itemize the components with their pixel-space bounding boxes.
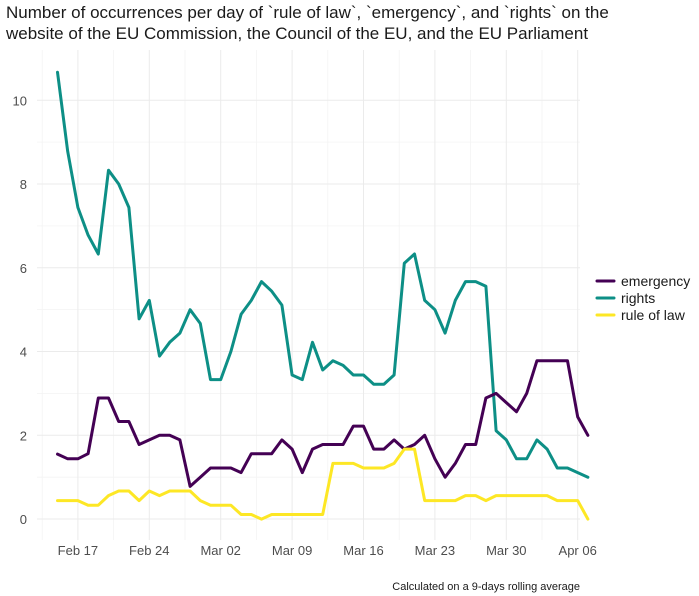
x-tick-label: Feb 24 <box>129 543 169 558</box>
legend-label-rule-of-law: rule of law <box>621 307 686 323</box>
chart-title: Number of occurrences per day of `rule o… <box>6 2 686 44</box>
series-line-rights <box>56 70 590 479</box>
x-tick-label: Apr 06 <box>559 543 597 558</box>
y-tick-label: 8 <box>20 177 27 192</box>
y-tick-label: 0 <box>20 512 27 527</box>
legend-label-rights: rights <box>621 290 655 306</box>
y-tick-label: 6 <box>20 261 27 276</box>
y-tick-label: 10 <box>13 93 27 108</box>
x-axis-tick-labels: Feb 17 Feb 24 Mar 02 Mar 09 Mar 16 Mar 23 Mar … <box>58 543 597 558</box>
grid-major-lines <box>37 50 580 540</box>
legend-label-emergency: emergency <box>621 273 690 289</box>
x-tick-label: Feb 17 <box>58 543 98 558</box>
series-lines <box>56 70 590 521</box>
x-tick-label: Mar 30 <box>486 543 526 558</box>
series-line-rule-of-law <box>56 447 590 521</box>
grid-minor-lines <box>37 50 580 540</box>
chart-title-line-2: website of the EU Commission, the Counci… <box>6 24 589 43</box>
chart-title-line-1: Number of occurrences per day of `rule o… <box>6 3 609 22</box>
y-tick-label: 4 <box>20 345 27 360</box>
y-tick-label: 2 <box>20 428 27 443</box>
x-tick-label: Mar 09 <box>272 543 312 558</box>
x-tick-label: Mar 23 <box>415 543 455 558</box>
x-tick-label: Mar 16 <box>343 543 383 558</box>
x-tick-label: Mar 02 <box>200 543 240 558</box>
series-line-emergency <box>56 359 590 488</box>
y-axis-tick-labels: 0 2 4 6 8 10 <box>13 93 27 527</box>
chart-caption: Calculated on a 9-days rolling average <box>392 581 580 593</box>
